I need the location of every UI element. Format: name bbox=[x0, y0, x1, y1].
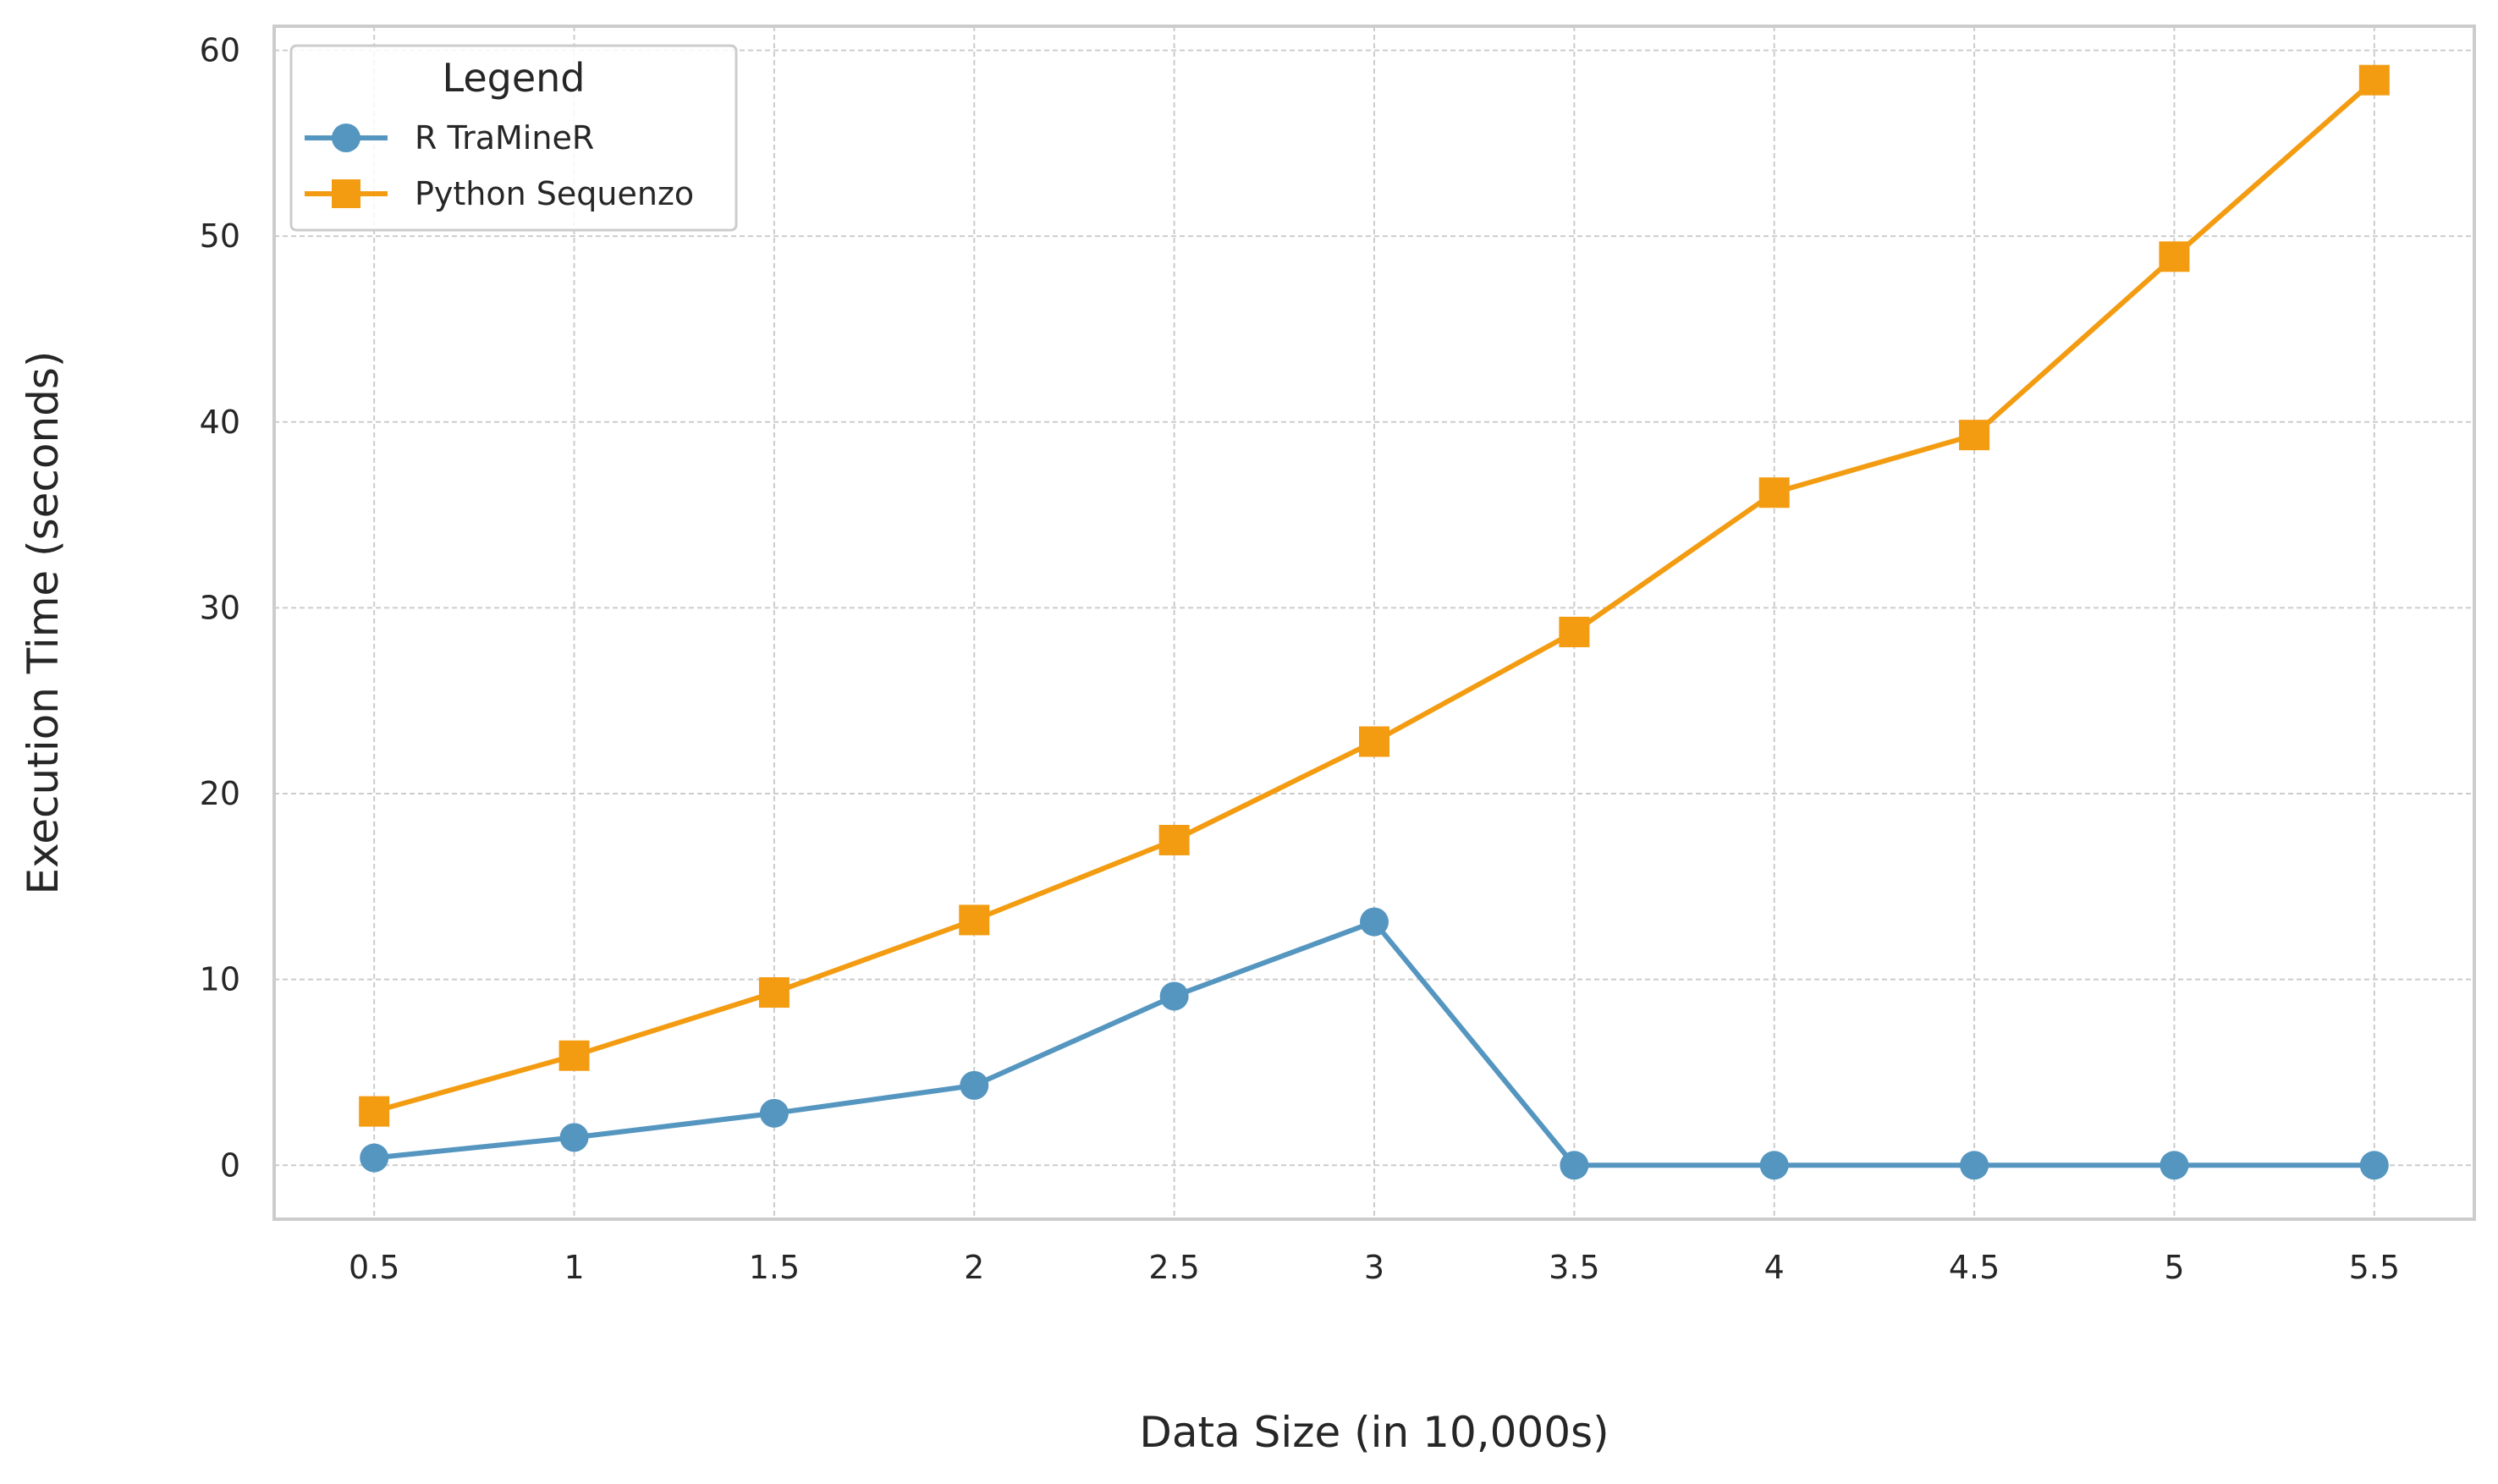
data-point-python-sequenzo bbox=[2159, 241, 2190, 272]
data-point-r-traminer bbox=[360, 1143, 389, 1173]
legend-marker-r-traminer bbox=[332, 124, 360, 152]
legend-item-python-sequenzo: Python Sequenzo bbox=[305, 175, 694, 212]
data-point-python-sequenzo bbox=[1758, 477, 1790, 508]
legend-box bbox=[289, 44, 738, 232]
data-point-r-traminer bbox=[1759, 1151, 1789, 1180]
data-point-r-traminer bbox=[1560, 1151, 1589, 1180]
x-tick-label: 2 bbox=[964, 1249, 984, 1286]
y-tick-label: 60 bbox=[200, 32, 240, 69]
axis-ticks: 0.5 1 1.5 2 2.5 3 3.5 4 4.5 5 5.5 0 10 20 30 40 50 60 bbox=[200, 32, 2400, 1286]
data-point-python-sequenzo bbox=[558, 1040, 590, 1071]
data-point-python-sequenzo bbox=[1559, 616, 1590, 647]
x-tick-label: 5 bbox=[2164, 1249, 2184, 1286]
plot-area-frame bbox=[272, 25, 2476, 1221]
x-tick-label: 3.5 bbox=[1549, 1249, 1599, 1286]
legend-title: Legend bbox=[443, 55, 586, 101]
x-axis-title: Data Size (in 10,000s) bbox=[1139, 1408, 1609, 1457]
x-tick-label: 5.5 bbox=[2349, 1249, 2400, 1286]
data-point-r-traminer bbox=[1960, 1151, 1989, 1180]
x-tick-label: 0.5 bbox=[349, 1249, 399, 1286]
data-point-python-sequenzo bbox=[959, 904, 990, 936]
data-point-python-sequenzo bbox=[2358, 64, 2390, 96]
y-tick-label: 20 bbox=[200, 775, 240, 812]
y-tick-label: 0 bbox=[220, 1146, 240, 1184]
y-tick-label: 30 bbox=[200, 589, 240, 626]
data-point-python-sequenzo bbox=[1158, 824, 1190, 855]
legend-marker-python-sequenzo bbox=[332, 179, 360, 208]
data-point-r-traminer bbox=[1360, 907, 1389, 937]
series-r-traminer bbox=[360, 907, 2389, 1180]
legend: Legend R TraMineR Python Sequenzo bbox=[289, 44, 738, 232]
y-tick-label: 10 bbox=[200, 961, 240, 998]
data-point-r-traminer bbox=[759, 1098, 789, 1128]
legend-item-r-traminer: R TraMineR bbox=[305, 119, 594, 157]
y-axis-title: Execution Time (seconds) bbox=[19, 351, 68, 895]
legend-label-r-traminer: R TraMineR bbox=[415, 119, 594, 157]
data-point-r-traminer bbox=[2359, 1151, 2389, 1180]
x-tick-label: 2.5 bbox=[1148, 1249, 1199, 1286]
y-tick-label: 40 bbox=[200, 404, 240, 441]
legend-label-python-sequenzo: Python Sequenzo bbox=[415, 175, 694, 212]
series-group bbox=[359, 64, 2390, 1180]
y-tick-label: 50 bbox=[200, 217, 240, 255]
data-point-r-traminer bbox=[960, 1070, 989, 1100]
data-point-r-traminer bbox=[1159, 981, 1189, 1011]
x-tick-label: 3 bbox=[1364, 1249, 1384, 1286]
data-point-r-traminer bbox=[2160, 1151, 2189, 1180]
x-tick-label: 1 bbox=[564, 1249, 584, 1286]
data-point-python-sequenzo bbox=[1359, 726, 1389, 757]
x-tick-label: 1.5 bbox=[749, 1249, 800, 1286]
series-python-sequenzo bbox=[359, 64, 2390, 1127]
x-tick-label: 4.5 bbox=[1949, 1249, 2000, 1286]
x-tick-label: 4 bbox=[1764, 1249, 1785, 1286]
data-point-python-sequenzo bbox=[758, 977, 790, 1009]
data-point-python-sequenzo bbox=[359, 1096, 390, 1127]
data-point-r-traminer bbox=[559, 1123, 589, 1152]
data-point-python-sequenzo bbox=[1959, 420, 1990, 451]
